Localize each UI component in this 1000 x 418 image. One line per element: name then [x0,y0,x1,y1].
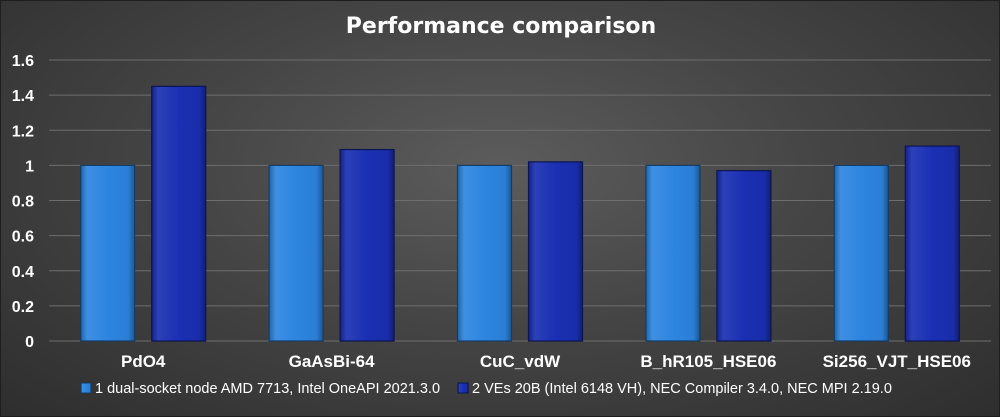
x-category-label: Si256_VJT_HSE06 [823,352,971,371]
y-axis-ticks: 0 0.2 0.4 0.6 0.8 1 1.2 1.4 1.6 [12,53,34,351]
x-category-label: PdO4 [121,352,166,371]
y-tick-label: 1.2 [12,123,34,140]
y-tick-label: 1.4 [12,88,34,105]
x-category-label: GaAsBi-64 [289,352,376,371]
legend-label: 2 VEs 20B (Intel 6148 VH), NEC Compiler … [472,381,892,397]
legend-swatch [457,382,469,394]
legend-label: 1 dual-socket node AMD 7713, Intel OneAP… [95,381,440,397]
bar-amd-7713-b-hr105-hse06 [645,164,701,342]
y-tick-label: 1 [25,158,34,175]
y-tick-label: 0.4 [12,264,34,281]
y-tick-label: 0 [25,334,34,351]
legend-swatch [80,382,92,394]
bar-nec-ve-si256-vjt-hse06 [904,145,960,342]
bar-amd-7713-cuc-vdw [456,164,513,342]
y-tick-label: 1.6 [12,53,34,70]
bar-nec-ve-cuc-vdw [527,161,584,342]
x-category-label: B_hR105_HSE06 [640,352,776,371]
y-tick-label: 0.2 [12,299,34,316]
bars [80,85,960,342]
legend: 1 dual-socket node AMD 7713, Intel OneAP… [80,381,892,397]
bar-nec-ve-gaasbi-64 [339,148,395,342]
y-tick-label: 0.8 [12,194,34,211]
y-tick-label: 0.6 [12,229,34,246]
x-category-label: CuC_vdW [480,352,561,371]
bar-nec-ve-pdo4 [151,85,207,342]
bar-amd-7713-pdo4 [80,164,136,342]
bar-nec-ve-b-hr105-hse06 [716,170,772,342]
bar-amd-7713-gaasbi-64 [268,164,324,342]
x-axis-categories: PdO4 GaAsBi-64 CuC_vdW B_hR105_HSE06 Si256_V… [121,352,971,371]
bar-amd-7713-si256-vjt-hse06 [833,164,889,342]
chart-title: Performance comparison [346,14,656,39]
